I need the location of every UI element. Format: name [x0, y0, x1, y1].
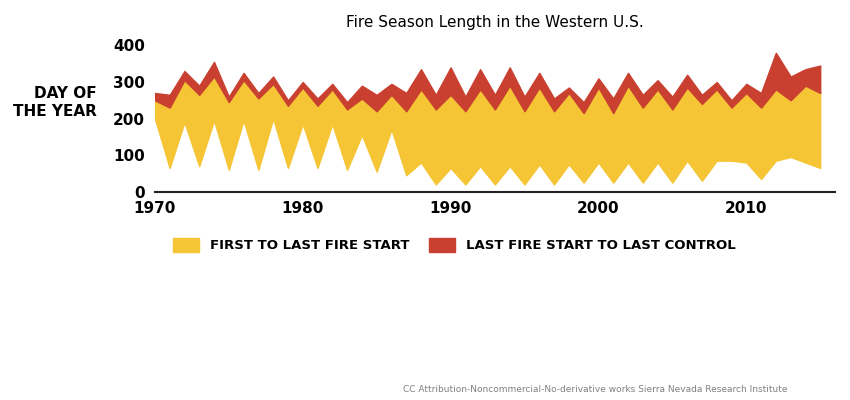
Legend: FIRST TO LAST FIRE START, LAST FIRE START TO LAST CONTROL: FIRST TO LAST FIRE START, LAST FIRE STAR…: [166, 232, 742, 259]
Title: Fire Season Length in the Western U.S.: Fire Season Length in the Western U.S.: [346, 15, 643, 30]
Y-axis label: DAY OF
THE YEAR: DAY OF THE YEAR: [14, 86, 97, 119]
Text: CC Attribution-Noncommercial-No-derivative works Sierra Nevada Research Institut: CC Attribution-Noncommercial-No-derivati…: [403, 385, 787, 394]
